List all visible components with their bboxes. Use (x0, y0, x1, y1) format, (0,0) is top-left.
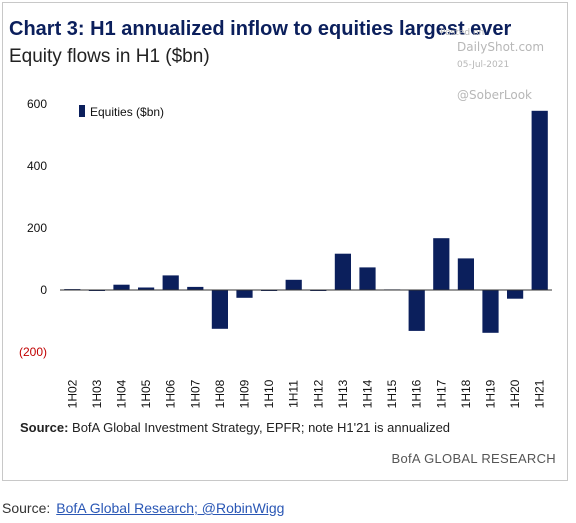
y-tick-label: 600 (27, 97, 47, 111)
y-tick-label: (200) (19, 345, 47, 359)
x-tick-label: 1H10 (262, 379, 276, 408)
source-text: BofA Global Investment Strategy, EPFR; n… (72, 420, 451, 435)
x-tick-label: 1H05 (139, 379, 153, 408)
x-tick-label: 1H06 (164, 379, 178, 408)
bar (408, 290, 425, 331)
legend: Equities ($bn) (79, 105, 164, 119)
watermark-site: DailyShot.com (457, 40, 545, 54)
brand-label: BofA GLOBAL RESEARCH (391, 451, 556, 466)
x-tick-label: 1H18 (459, 379, 473, 408)
chart-subtitle: Equity flows in H1 ($bn) (9, 46, 210, 67)
y-tick-label: 200 (27, 221, 47, 235)
x-axis: 1H02 1H03 1H04 1H05 1H06 1H07 1H08 1H09 1H10 1H11… (65, 379, 546, 408)
bar (113, 284, 130, 290)
x-tick-label: 1H09 (238, 379, 252, 408)
watermark-posted: Posted on (440, 28, 485, 38)
x-tick-label: 1H04 (115, 379, 129, 408)
bar (334, 253, 351, 290)
x-tick-label: 1H14 (361, 379, 375, 408)
legend-label: Equities ($bn) (90, 105, 164, 119)
caption-label: Source: (2, 500, 51, 516)
y-tick-label: 400 (27, 159, 47, 173)
x-tick-label: 1H15 (385, 379, 399, 408)
x-tick-label: 1H17 (434, 379, 448, 408)
x-tick-label: 1H02 (65, 379, 79, 408)
bar (162, 275, 179, 290)
bar (507, 290, 524, 299)
bar (359, 267, 376, 290)
chart-frame (2, 2, 568, 481)
y-axis: 600 400 200 0 (200) (19, 97, 47, 359)
x-tick-label: 1H12 (311, 379, 325, 408)
x-tick-label: 1H03 (90, 379, 104, 408)
bar (285, 279, 302, 290)
x-tick-label: 1H11 (287, 380, 301, 408)
bar (138, 287, 155, 290)
source-note: Source: BofA Global Investment Strategy,… (20, 420, 450, 435)
y-tick-label: 0 (40, 283, 47, 297)
x-tick-label: 1H08 (213, 379, 227, 408)
bar (531, 110, 548, 290)
bars (60, 110, 552, 333)
chart-title: Chart 3: H1 annualized inflow to equitie… (9, 18, 512, 40)
x-tick-label: 1H21 (533, 379, 547, 408)
caption-link[interactable]: BofA Global Research; @RobinWigg (56, 500, 285, 516)
legend-swatch (79, 105, 85, 117)
watermark-handle: @SoberLook (457, 88, 532, 102)
bar (211, 290, 228, 329)
caption: Source: BofA Global Research; @RobinWigg (2, 500, 284, 516)
x-tick-label: 1H07 (188, 379, 202, 408)
bar (482, 290, 499, 333)
x-tick-label: 1H13 (336, 379, 350, 408)
x-tick-label: 1H20 (508, 379, 522, 408)
source-label: Source: (20, 420, 69, 435)
watermark-date: 05-Jul-2021 (457, 60, 510, 70)
bar (236, 290, 253, 298)
x-tick-label: 1H16 (410, 379, 424, 408)
bar (187, 286, 204, 290)
bar (433, 238, 450, 290)
x-tick-label: 1H19 (484, 379, 498, 408)
bar (457, 258, 474, 290)
